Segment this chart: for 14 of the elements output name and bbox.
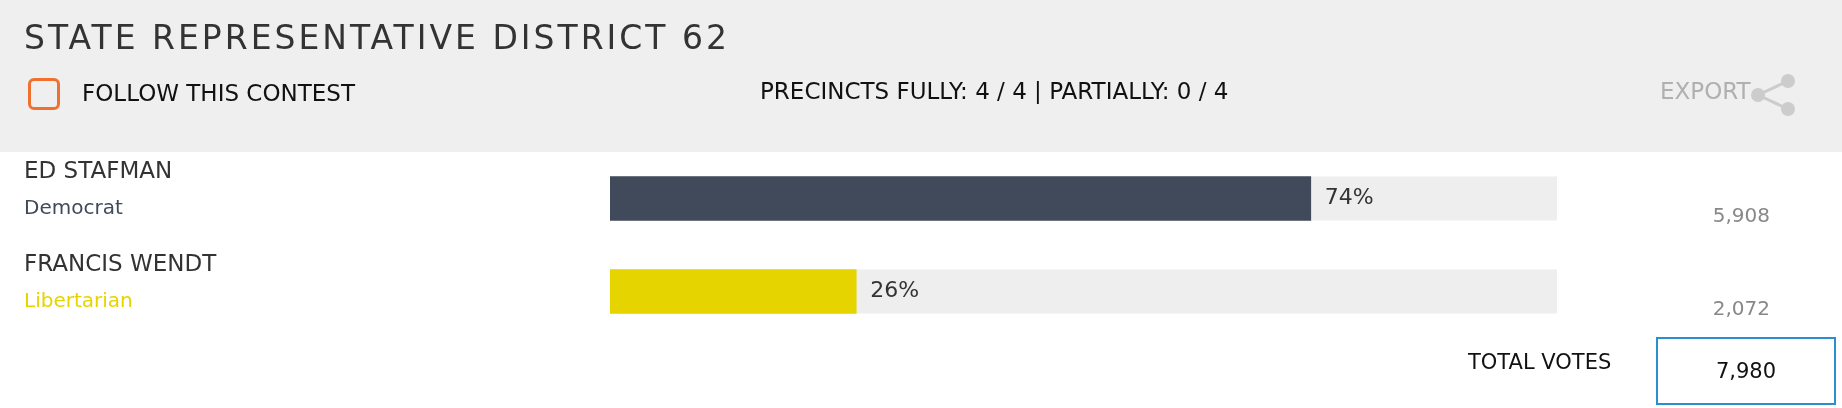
data-label: 74% — [1324, 184, 1374, 210]
y-tick-label: FRANCIS WENDT — [24, 250, 218, 277]
y-tick-label: ED STAFMAN — [24, 157, 173, 184]
text: 7,980 — [1656, 337, 1836, 405]
text: 2,072 — [1712, 295, 1770, 320]
text: Libertarian — [24, 287, 133, 312]
text: FOLLOW THIS CONTEST — [82, 80, 355, 106]
text: Democrat — [24, 194, 123, 219]
text: PRECINCTS FULLY: 4 / 4 | PARTIALLY: 0 / 4 — [760, 78, 1229, 104]
data-label: 26% — [870, 277, 920, 303]
text: TOTAL VOTES — [1468, 350, 1612, 374]
text: 5,908 — [1712, 202, 1770, 227]
text: EXPORT — [1660, 78, 1751, 104]
chart-title: STATE REPRESENTATIVE DISTRICT 62 — [24, 18, 731, 57]
